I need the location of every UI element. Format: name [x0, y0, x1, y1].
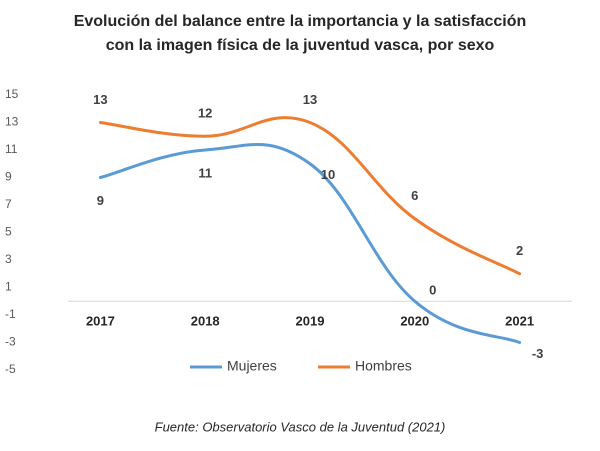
- line-series: [98, 143, 522, 344]
- data-label: 2: [516, 243, 523, 258]
- y-tick-label: 11: [5, 142, 18, 156]
- chart-title: con la imagen física de la juventud vasc…: [106, 37, 495, 54]
- data-label: 11: [198, 165, 212, 180]
- legend-label: Mujeres: [227, 358, 277, 374]
- data-label: 6: [411, 188, 418, 203]
- source-note: Fuente: Observatorio Vasco de la Juventu…: [155, 419, 446, 434]
- chart-title: Evolución del balance entre la importanc…: [74, 13, 527, 30]
- legend-label: Hombres: [355, 358, 412, 374]
- y-tick-label: -3: [5, 335, 16, 349]
- data-label: 12: [198, 106, 212, 121]
- x-tick-label: 2019: [296, 314, 325, 329]
- y-tick-label: 9: [5, 170, 12, 184]
- y-tick-label: 15: [5, 87, 19, 101]
- y-tick-label: 1: [5, 280, 12, 294]
- data-label: 10: [321, 167, 335, 182]
- data-label: -3: [532, 346, 544, 361]
- y-tick-label: 13: [5, 115, 19, 129]
- x-tick-label: 2018: [191, 314, 220, 329]
- data-label: 9: [97, 193, 104, 208]
- data-label: 0: [429, 283, 436, 298]
- y-tick-label: 3: [5, 252, 12, 266]
- data-label: 13: [303, 92, 317, 107]
- y-tick-label: -1: [5, 307, 16, 321]
- data-label: 13: [93, 92, 107, 107]
- x-tick-label: 2021: [505, 314, 534, 329]
- y-tick-label: 5: [5, 225, 12, 239]
- x-tick-label: 2017: [86, 314, 115, 329]
- y-tick-label: -5: [5, 362, 16, 376]
- y-tick-label: 7: [5, 197, 12, 211]
- line-series: [98, 116, 522, 276]
- x-tick-label: 2020: [400, 314, 429, 329]
